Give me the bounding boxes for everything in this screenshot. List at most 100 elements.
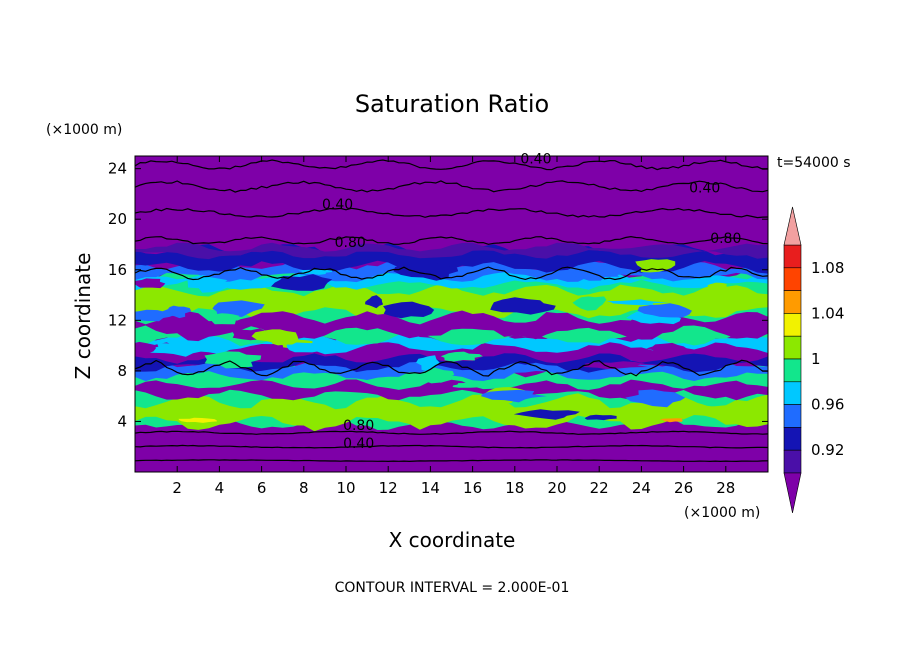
contour-low-base [135,459,768,463]
band-top-indigo [135,242,768,260]
colorbar-tick-label: 0.92 [811,441,844,459]
x-tick-label: 8 [299,479,309,497]
x-tick-label: 22 [590,479,609,497]
x-tick-label: 4 [215,479,225,497]
patch [298,269,333,275]
contour-0.40-low [135,444,768,449]
y-tick-label: 16 [108,261,127,279]
x-tick-label: 28 [716,479,735,497]
patch [286,342,330,353]
patch [635,259,676,273]
contour-label: 0.40 [520,152,551,168]
time-label: t=54000 s [777,155,851,171]
patch-orange [659,418,684,423]
colorbar-band [783,244,802,269]
x-tick-label: 26 [674,479,693,497]
contour-upper [135,266,768,281]
patch [135,341,156,356]
patch [383,301,435,319]
y-axis-title: Z coordinate [71,253,95,380]
x-tick-label: 20 [547,479,566,497]
patch [707,282,727,289]
colorbar-band [783,449,802,474]
x-axis-title: X coordinate [389,528,516,552]
y-tick-label: 20 [108,210,127,228]
patch [440,351,483,362]
colorbar-band [783,267,802,291]
y-tick-label: 24 [108,160,127,178]
patch [144,342,208,357]
patch [212,300,265,317]
patch [490,297,556,315]
colorbar-band [783,381,802,405]
patch [625,389,686,408]
patch [135,278,166,289]
patch [658,402,719,413]
colorbar-band [783,427,802,451]
patch [393,263,459,281]
colorbar-tick-label: 1.08 [811,259,844,277]
contour-0.40-top [135,159,768,171]
patch [365,295,384,309]
colorbar-band [783,404,802,428]
patch [606,299,669,306]
patch [513,409,580,420]
y-tick-label: 4 [117,412,127,430]
x-tick-label: 24 [632,479,651,497]
contour-0.80-high [135,235,768,245]
contour-label: 0.80 [335,235,366,251]
patch-yellow [178,417,218,423]
contour-interval-note: CONTOUR INTERVAL = 2.000E-01 [335,580,570,596]
dry-wedge-2 [135,379,768,401]
contour-inner [135,207,768,219]
x-axis: 2 4 6 8 10 12 14 16 18 20 22 24 26 28 [172,156,735,497]
patch [211,313,240,325]
contour-label: 0.40 [343,436,374,452]
patch [646,342,687,355]
contour-0.80-low [135,430,768,435]
colorbar-tick-label: 1.04 [811,304,844,322]
patch [583,361,649,370]
contour-labels: 0.40 0.40 0.40 0.80 0.80 0.80 0.40 [322,152,741,452]
colorbar: 0.92 0.96 1 1.04 1.08 [783,206,844,514]
x-tick-label: 18 [505,479,524,497]
colorbar-extend-low [783,472,802,514]
colorbar-band [783,358,802,383]
colorbar-tick-label: 0.96 [811,396,844,414]
x-tick-label: 2 [172,479,182,497]
contour-0.40-high [135,180,768,193]
y-axis: 4 8 12 16 20 24 [108,160,768,430]
contour-label: 0.80 [343,418,374,434]
patch [584,414,617,421]
contour-mid [135,359,768,377]
chart-title: Saturation Ratio [355,90,549,118]
contour-label: 0.40 [689,181,720,197]
x-tick-label: 6 [257,479,267,497]
x-unit-label: (×1000 m) [684,505,760,521]
saturation-field [135,156,768,472]
x-tick-label: 10 [336,479,355,497]
patch [452,383,486,388]
colorbar-extend-high [783,206,802,246]
patch [264,333,297,346]
colorbar-tick-label: 1 [811,350,821,368]
contour-lines [135,159,768,463]
plot-frame [134,155,769,473]
patch [187,274,228,293]
colorbar-band [783,290,802,314]
colorbar-band [783,313,802,337]
x-tick-label: 14 [421,479,440,497]
band-upper-lime [135,283,768,319]
patch [572,296,607,311]
y-tick-label: 8 [117,362,127,380]
x-tick-label: 12 [379,479,398,497]
patch [637,303,692,318]
y-tick-label: 12 [108,311,127,329]
band-low-lime [135,393,768,432]
y-unit-label: (×1000 m) [46,122,122,138]
patch [480,389,547,403]
x-tick-label: 16 [463,479,482,497]
patch [204,351,262,369]
colorbar-band [783,335,802,360]
